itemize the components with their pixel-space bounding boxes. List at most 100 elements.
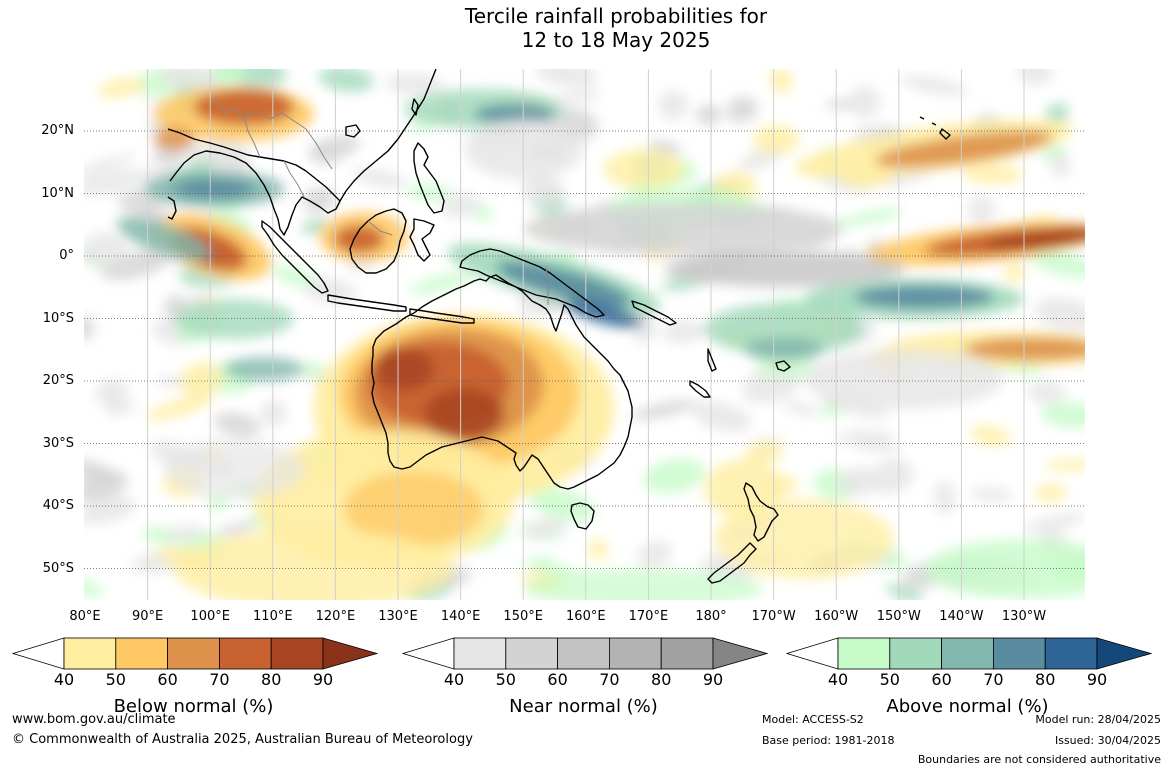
probability-patch bbox=[524, 203, 844, 255]
probability-patch bbox=[964, 337, 1085, 361]
probability-patch bbox=[318, 69, 374, 93]
copyright-text: © Commonwealth of Australia 2025, Austra… bbox=[12, 732, 473, 747]
colorbar-tick: 80 bbox=[651, 670, 672, 689]
probability-patch bbox=[334, 225, 384, 253]
website-link[interactable]: www.bom.gov.au/climate bbox=[12, 712, 176, 727]
probability-patch bbox=[782, 400, 821, 417]
probability-patch bbox=[104, 401, 136, 416]
map-title: Tercile rainfall probabilities for 12 to… bbox=[0, 4, 1173, 52]
probability-field bbox=[84, 69, 1085, 600]
probability-patch bbox=[868, 458, 915, 495]
probability-patch bbox=[217, 522, 257, 536]
probability-patch bbox=[297, 361, 325, 378]
lesser-sunda-coastline bbox=[409, 308, 475, 324]
colorbar-title: Above normal (%) bbox=[886, 696, 1049, 717]
lon-label: 140°W bbox=[939, 609, 984, 624]
probability-patch bbox=[158, 69, 219, 92]
probability-patch bbox=[1034, 297, 1085, 331]
probability-patch bbox=[970, 425, 1012, 447]
probability-patch bbox=[755, 355, 816, 378]
probability-patch bbox=[1004, 262, 1025, 283]
colorbar-tick: 50 bbox=[105, 670, 126, 689]
probability-patch bbox=[695, 104, 722, 126]
colorbar bbox=[786, 637, 1153, 670]
probability-patch bbox=[84, 470, 129, 503]
probability-patch bbox=[174, 179, 254, 199]
probability-patch bbox=[1045, 102, 1070, 124]
probability-patch bbox=[174, 299, 294, 339]
probability-patch bbox=[962, 163, 1023, 184]
base-period: Base period: 1981-2018 bbox=[762, 734, 895, 747]
colorbar-tick: 60 bbox=[157, 670, 178, 689]
colorbar-segment bbox=[505, 637, 559, 670]
probability-patch bbox=[307, 135, 361, 161]
probability-patch bbox=[769, 69, 793, 94]
probability-patch bbox=[1040, 402, 1085, 428]
probability-patch bbox=[180, 362, 224, 397]
colorbar bbox=[402, 637, 769, 670]
probability-patch bbox=[164, 439, 304, 499]
probability-patch bbox=[117, 192, 164, 219]
probability-patch bbox=[967, 195, 996, 223]
colorbar-lower-tip bbox=[402, 637, 455, 670]
rainfall-probability-map bbox=[84, 69, 1085, 600]
graticule bbox=[84, 69, 1085, 600]
probability-patch bbox=[464, 119, 584, 179]
lat-label: 20°N bbox=[41, 123, 74, 138]
colorbar-segment bbox=[115, 637, 169, 670]
probability-patch bbox=[1023, 512, 1085, 533]
probability-patch bbox=[145, 393, 214, 421]
probability-patch bbox=[565, 299, 643, 329]
probability-patch bbox=[522, 517, 568, 540]
colorbar-segment bbox=[660, 637, 714, 670]
lat-label: 40°S bbox=[42, 498, 74, 513]
lon-label: 80°E bbox=[69, 609, 101, 624]
lon-label: 150°W bbox=[876, 609, 921, 624]
probability-patch bbox=[900, 75, 969, 96]
colorbar-tick: 50 bbox=[495, 670, 516, 689]
lat-label: 10°N bbox=[41, 185, 74, 201]
probability-patch bbox=[752, 125, 800, 155]
colorbar-tick: 90 bbox=[702, 670, 724, 689]
colorbar bbox=[12, 637, 379, 670]
colorbar-segment bbox=[557, 637, 610, 670]
new-caledonia-coastline bbox=[689, 380, 711, 398]
probability-patch bbox=[224, 357, 304, 381]
lon-label: 130°W bbox=[1001, 609, 1047, 624]
probability-patch bbox=[874, 130, 1054, 168]
sumatra-coastline bbox=[261, 220, 329, 294]
probability-patch bbox=[661, 320, 705, 343]
colorbar-tick: 70 bbox=[209, 670, 230, 689]
lon-label: 110°E bbox=[253, 609, 293, 624]
probability-patch bbox=[344, 471, 484, 547]
probability-patch bbox=[474, 104, 554, 124]
boundaries-disclaimer: Boundaries are not considered authoritat… bbox=[917, 753, 1161, 766]
probability-patch bbox=[604, 149, 684, 189]
probability-patch bbox=[1044, 459, 1085, 471]
colorbar-lower-tip bbox=[12, 637, 65, 670]
probability-patch bbox=[84, 169, 145, 195]
colorbar-tick: 60 bbox=[931, 670, 952, 689]
philippines-coastline bbox=[413, 142, 445, 214]
probability-patch bbox=[835, 430, 894, 444]
probability-patch bbox=[260, 400, 287, 427]
colorbar-segment bbox=[941, 637, 994, 670]
country-borders bbox=[213, 98, 549, 305]
lat-label: 20°S bbox=[42, 373, 74, 388]
probability-patch bbox=[214, 411, 261, 437]
lat-label: 0° bbox=[59, 248, 74, 263]
colorbar-segment bbox=[63, 637, 117, 670]
probability-patch bbox=[838, 467, 878, 497]
probability-patch bbox=[837, 208, 904, 227]
colorbar-tick: 80 bbox=[261, 670, 282, 689]
new-zealand-south-coastline bbox=[707, 542, 757, 584]
probability-patch bbox=[1027, 380, 1066, 405]
colorbar-title: Near normal (%) bbox=[509, 696, 658, 717]
colorbar-segment bbox=[270, 637, 324, 670]
colorbar-tick: 70 bbox=[983, 670, 1004, 689]
probability-patch bbox=[1017, 69, 1053, 86]
colorbar-lower-tip bbox=[786, 637, 839, 670]
probability-patch bbox=[691, 401, 752, 433]
model-name: Model: ACCESS-S2 bbox=[762, 713, 864, 726]
model-run-date: Model run: 28/04/2025 bbox=[1035, 713, 1161, 726]
